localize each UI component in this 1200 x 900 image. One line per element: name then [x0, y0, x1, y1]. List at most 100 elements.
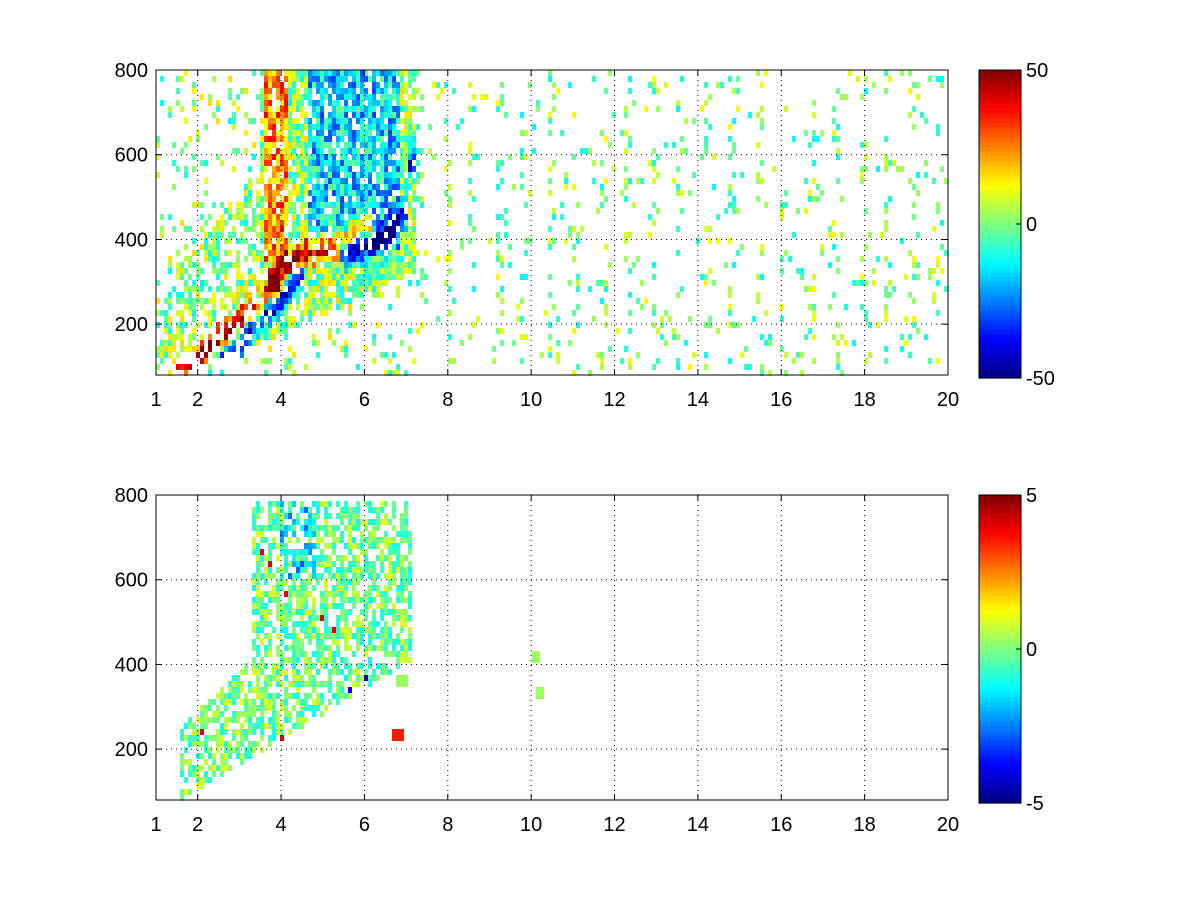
heatmap-cell: [248, 292, 252, 298]
heatmap-cell: [308, 627, 312, 633]
heatmap-cell: [324, 70, 328, 76]
heatmap-cell: [324, 663, 328, 669]
heatmap-cell: [260, 304, 264, 310]
heatmap-cell: [352, 519, 356, 525]
heatmap-cell: [560, 214, 564, 220]
heatmap-cell: [376, 214, 380, 220]
colorbar-segment: [979, 262, 1021, 268]
heatmap-cell: [276, 501, 280, 507]
heatmap-cell: [220, 711, 224, 717]
heatmap-cell: [448, 250, 452, 256]
heatmap-cell: [736, 76, 740, 82]
colorbar-segment: [979, 600, 1021, 607]
heatmap-cell: [292, 160, 296, 166]
heatmap-cell: [308, 202, 312, 208]
heatmap-cell: [900, 334, 904, 340]
heatmap-cell: [292, 244, 296, 250]
heatmap-cell: [496, 238, 500, 244]
heatmap-cell: [184, 298, 188, 304]
heatmap-cell: [376, 262, 380, 268]
heatmap-cell: [800, 370, 804, 376]
heatmap-cell: [284, 298, 288, 304]
heatmap-cell: [256, 651, 260, 657]
heatmap-cell: [284, 334, 288, 340]
heatmap-cell: [252, 741, 256, 747]
heatmap-cell: [272, 172, 276, 178]
heatmap-cell: [844, 304, 848, 310]
heatmap-cell: [324, 238, 328, 244]
colorbar-segment: [979, 764, 1021, 770]
heatmap-cell: [288, 729, 292, 735]
heatmap-cell: [284, 184, 288, 190]
heatmap-cell: [268, 250, 272, 256]
heatmap-cell: [372, 220, 376, 226]
heatmap-cell: [312, 76, 316, 82]
heatmap-cell: [344, 262, 348, 268]
heatmap-cell: [760, 124, 764, 130]
heatmap-cell: [780, 214, 784, 220]
heatmap-cell: [648, 214, 652, 220]
heatmap-cell: [340, 615, 344, 621]
heatmap-cell: [380, 202, 384, 208]
heatmap-cell: [400, 208, 404, 214]
heatmap-cell: [332, 693, 336, 699]
heatmap-cell: [332, 531, 336, 537]
heatmap-cell: [276, 322, 280, 328]
heatmap-cell: [304, 609, 308, 615]
heatmap-cell: [260, 561, 264, 567]
heatmap-cell: [328, 681, 332, 687]
heatmap-cell: [268, 76, 272, 82]
heatmap-cell: [264, 112, 268, 118]
heatmap-cell: [332, 591, 336, 597]
heatmap-cell: [324, 310, 328, 316]
heatmap-cell: [332, 597, 336, 603]
heatmap-cell: [732, 148, 736, 154]
heatmap-cell: [264, 94, 268, 100]
heatmap-cell: [184, 735, 188, 741]
heatmap-cell: [264, 537, 268, 543]
heatmap-cell: [332, 82, 336, 88]
heatmap-cell: [212, 316, 216, 322]
heatmap-cell: [176, 364, 180, 370]
heatmap-cell: [228, 76, 232, 82]
heatmap-cell: [376, 555, 380, 561]
heatmap-cell: [328, 274, 332, 280]
heatmap-cell: [348, 675, 352, 681]
heatmap-cell: [256, 567, 260, 573]
heatmap-cell: [576, 364, 580, 370]
heatmap-cell: [268, 316, 272, 322]
heatmap-cell: [328, 675, 332, 681]
heatmap-cell: [384, 214, 388, 220]
heatmap-cell: [268, 597, 272, 603]
heatmap-cell: [728, 292, 732, 298]
heatmap-cell: [268, 298, 272, 304]
heatmap-cell: [360, 82, 364, 88]
heatmap-cell: [548, 274, 552, 280]
heatmap-cell: [380, 250, 384, 256]
x-tick-label: 20: [937, 389, 959, 411]
heatmap-cell: [272, 663, 276, 669]
heatmap-cell: [744, 346, 748, 352]
heatmap-cell: [352, 292, 356, 298]
heatmap-cell: [388, 549, 392, 555]
heatmap-cell: [248, 711, 252, 717]
heatmap-cell: [260, 142, 264, 148]
heatmap-cell: [808, 328, 812, 334]
heatmap-cell: [376, 148, 380, 154]
heatmap-cell: [344, 525, 348, 531]
heatmap-cell: [388, 585, 392, 591]
heatmap-cell: [272, 214, 276, 220]
heatmap-cell: [468, 190, 472, 196]
heatmap-cell: [292, 322, 296, 328]
heatmap-cell: [908, 70, 912, 76]
heatmap-cell: [256, 501, 260, 507]
heatmap-cell: [372, 537, 376, 543]
heatmap-cell: [384, 603, 388, 609]
heatmap-cell: [252, 70, 256, 76]
heatmap-cell: [272, 208, 276, 214]
heatmap-cell: [360, 220, 364, 226]
heatmap-cell: [328, 591, 332, 597]
heatmap-cell: [760, 160, 764, 166]
heatmap-cell: [196, 346, 200, 352]
heatmap-cell: [348, 507, 352, 513]
